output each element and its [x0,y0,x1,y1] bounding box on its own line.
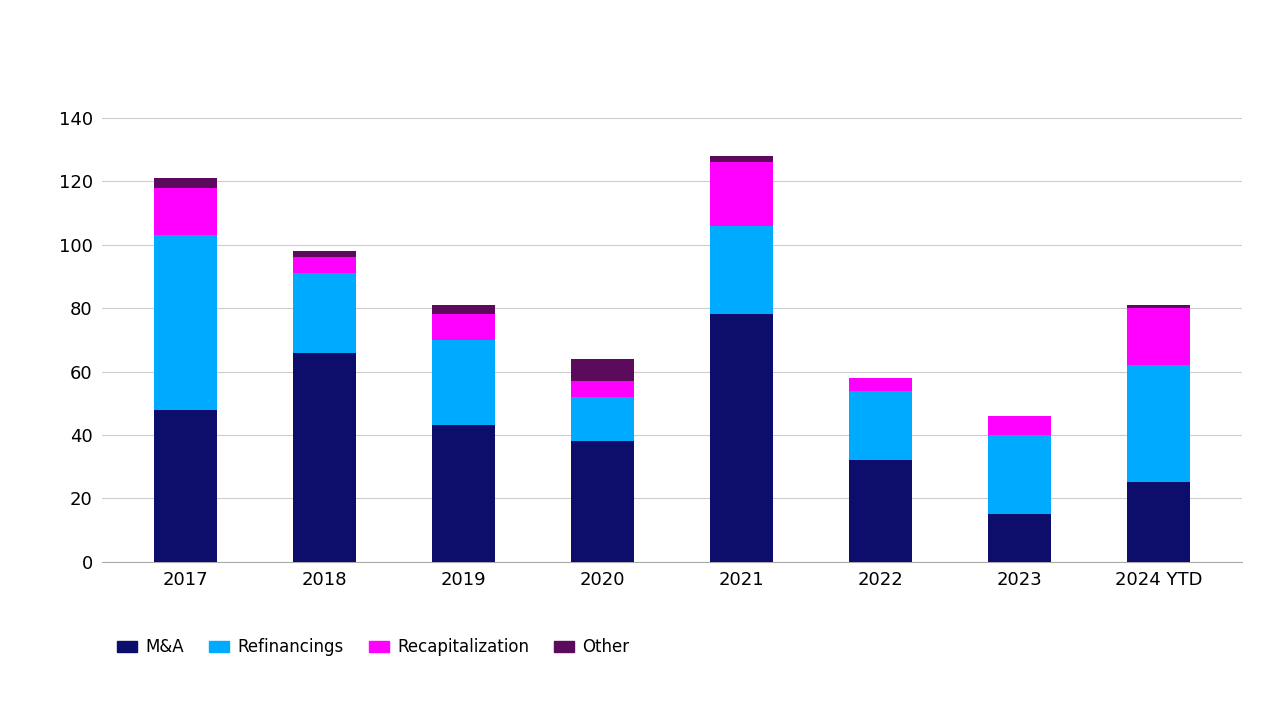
Bar [710,156,773,163]
Bar [988,435,1051,514]
Bar [1128,308,1190,365]
Bar [433,426,495,562]
Bar [710,163,773,226]
Bar [293,353,356,562]
Bar [571,359,634,381]
Bar [1128,305,1190,308]
Bar [154,410,216,562]
Bar [710,315,773,562]
Bar [293,258,356,274]
Bar [154,235,216,410]
Bar [154,188,216,235]
Bar [988,416,1051,435]
Bar [1128,365,1190,482]
Bar [849,390,911,460]
Bar [293,274,356,353]
Bar [293,251,356,258]
Bar [710,226,773,315]
Bar [433,305,495,315]
Bar [849,378,911,390]
Legend: M&A, Refinancings, Recapitalization, Other: M&A, Refinancings, Recapitalization, Oth… [111,631,636,663]
Bar [988,514,1051,562]
Bar [154,179,216,188]
Bar [571,441,634,562]
Bar [433,340,495,426]
Bar [571,381,634,397]
Bar [1128,482,1190,562]
Bar [433,315,495,340]
Bar [571,397,634,441]
Bar [849,460,911,562]
